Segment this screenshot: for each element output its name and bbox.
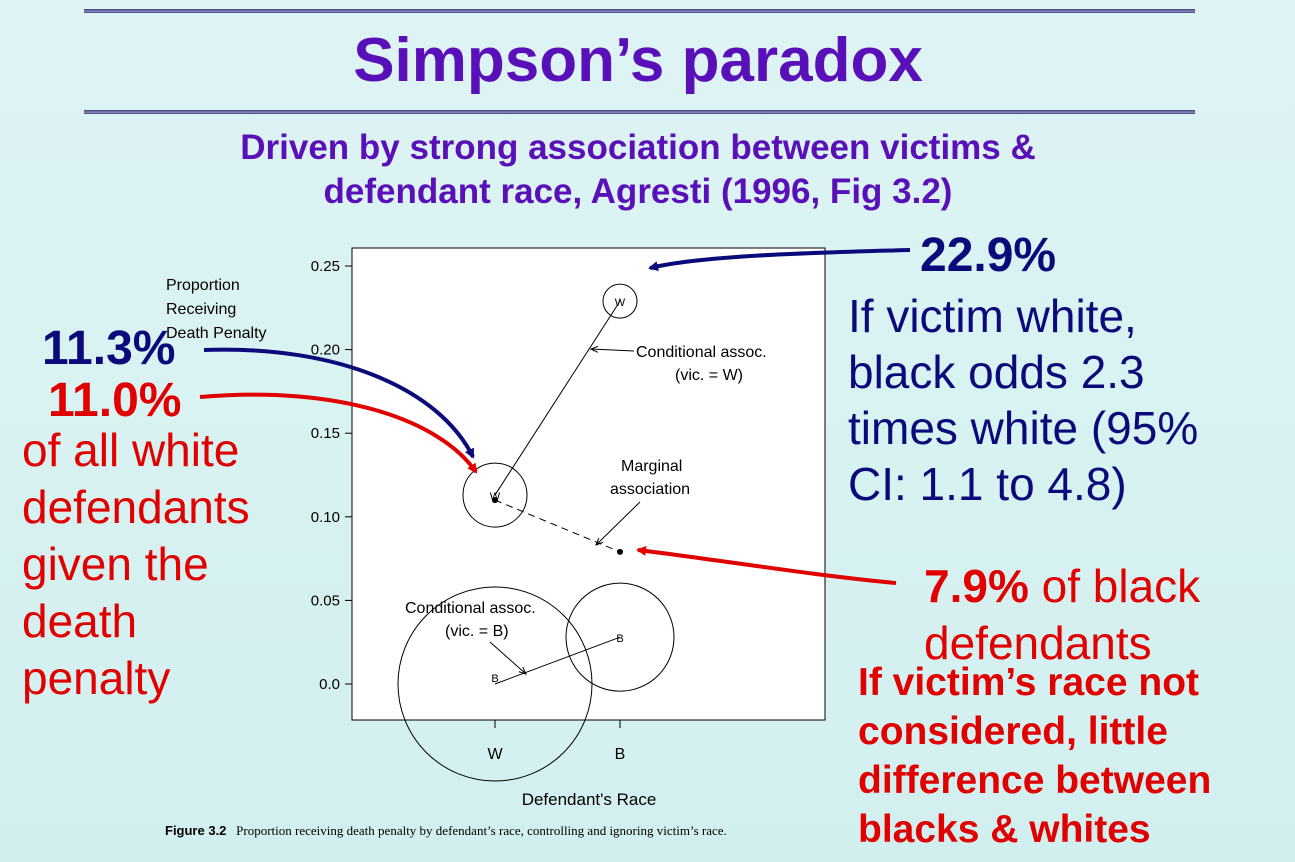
ytick-label-4: 0.20 (311, 342, 340, 359)
xtick-label-B: B (615, 746, 626, 763)
arrow-11-3 (203, 347, 475, 459)
circle-def-B-vic-B (565, 582, 675, 692)
marginal-annotation-line-1: Marginal (621, 458, 682, 475)
circle-label-def-B-vic-W: W (615, 297, 626, 309)
conclusion-annotation: If victim’s race not considered, little … (858, 658, 1211, 854)
conclusion-line-1: If victim’s race not (858, 661, 1200, 704)
annotation-7-9: 7.9% (924, 560, 1029, 612)
black-line-2: defendants (924, 617, 1152, 669)
circle-label-def-B-vic-B: B (616, 633, 623, 645)
conclusion-line-3: difference between (858, 759, 1212, 802)
subtitle-line-2: defendant race, Agresti (1996, Fig 3.2) (323, 172, 953, 211)
cond-w-annotation-line-2: (vic. = W) (675, 367, 743, 384)
white-line-2: defendants (22, 481, 250, 533)
ytick-label-5: 0.25 (311, 258, 340, 275)
circle-def-W-vic-W (462, 462, 528, 528)
plot-background (351, 247, 826, 721)
annotation-22-9: 22.9% (920, 229, 1057, 282)
marginal-pointer (596, 501, 641, 545)
annotation-11-3: 11.3% (42, 322, 176, 375)
ylabel-line-1: Proportion (166, 277, 240, 294)
white-defendants-annotation: of all white defendants given the death … (22, 422, 250, 707)
black-defendants-annotation: 7.9% of black defendants (924, 558, 1200, 672)
marginal-point-B (617, 548, 623, 555)
xlabel: Defendant's Race (522, 790, 657, 809)
circle-def-W-vic-B (397, 586, 593, 782)
odds-line-3: times white (95% (848, 402, 1199, 454)
title-rule (84, 110, 1195, 114)
conditional-line-vic-B (494, 636, 621, 685)
top-rule (84, 9, 1195, 13)
white-line-1: of all white (22, 424, 240, 476)
odds-line-1: If victim white, (848, 290, 1137, 342)
slide-title: Simpson’s paradox (353, 26, 923, 95)
ytick-label-1: 0.05 (311, 592, 340, 609)
black-line-1: of black (1028, 560, 1201, 612)
cond-b-pointer (489, 641, 526, 674)
marginal-point-W (492, 497, 498, 504)
conclusion-line-4: blacks & whites (858, 808, 1151, 851)
caption-label: Figure 3.2 (165, 823, 227, 838)
conclusion-line-2: considered, little (858, 710, 1168, 753)
cond-b-annotation-line-1: Conditional assoc. (405, 600, 536, 617)
arrow-11-0 (199, 392, 478, 474)
figure-caption: Figure 3.2 Proportion receiving death pe… (165, 822, 835, 839)
cond-w-pointer (591, 349, 635, 351)
conditional-line-vic-W (494, 300, 621, 496)
circle-label-def-W-vic-B: B (491, 673, 498, 685)
white-line-4: death (22, 595, 138, 647)
white-line-5: penalty (22, 652, 171, 704)
circle-def-B-vic-W (602, 283, 638, 319)
cond-b-annotation-line-2: (vic. = B) (445, 623, 509, 640)
caption-text: Proportion receiving death penalty by de… (236, 823, 727, 838)
ytick-label-3: 0.15 (311, 425, 340, 442)
ytick-label-2: 0.10 (311, 509, 340, 526)
circle-label-def-W-vic-W: W (490, 491, 501, 503)
odds-line-2: black odds 2.3 (848, 346, 1145, 398)
arrow-7-9 (636, 546, 897, 585)
white-line-3: given the (22, 538, 209, 590)
arrow-22-9 (648, 248, 911, 271)
marginal-annotation-line-2: association (610, 481, 690, 498)
cond-w-annotation-line-1: Conditional assoc. (636, 344, 767, 361)
annotation-11-0: 11.0% (48, 374, 182, 427)
odds-line-4: CI: 1.1 to 4.8) (848, 458, 1127, 510)
subtitle-line-1: Driven by strong association between vic… (240, 128, 1036, 167)
xtick-label-W: W (487, 746, 503, 763)
ylabel-line-3: Death Penalty (166, 325, 267, 342)
ytick-label-0: 0.0 (319, 676, 340, 693)
ylabel-line-2: Receiving (166, 301, 236, 318)
odds-annotation: If victim white, black odds 2.3 times wh… (848, 288, 1198, 512)
slide-subtitle: Driven by strong association between vic… (0, 126, 1276, 214)
